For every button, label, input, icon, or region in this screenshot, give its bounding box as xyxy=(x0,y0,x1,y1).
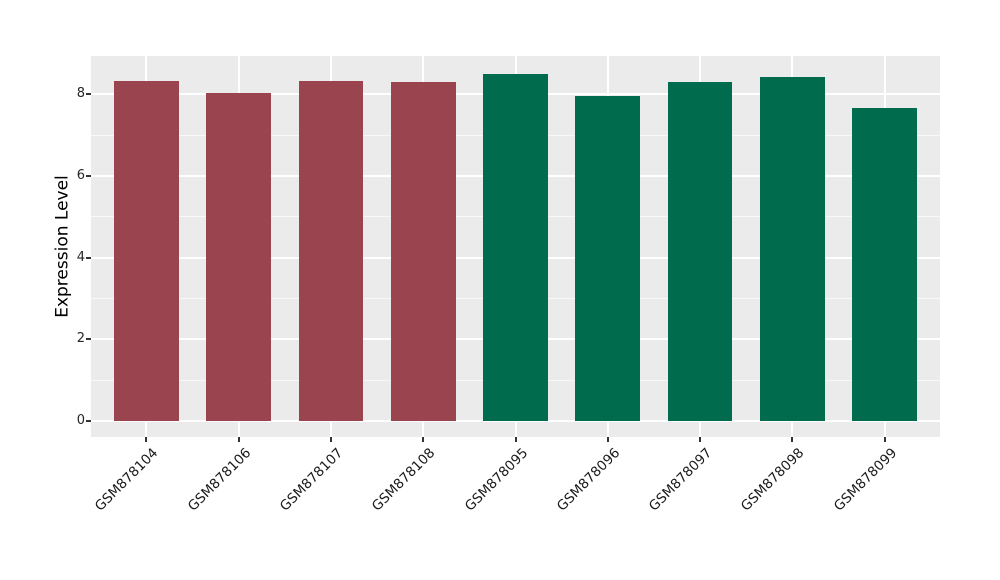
y-tick-mark xyxy=(86,256,91,259)
y-tick-mark xyxy=(86,338,91,341)
plot-panel xyxy=(91,56,940,437)
bar-GSM878104[interactable] xyxy=(114,80,179,421)
y-tick-label: 0 xyxy=(76,413,85,428)
x-tick-mark xyxy=(145,437,148,442)
x-tick-mark xyxy=(883,437,886,442)
y-tick-label: 6 xyxy=(76,167,85,183)
y-tick-label: 2 xyxy=(76,331,85,347)
x-tick-mark xyxy=(791,437,794,442)
bar-GSM878097[interactable] xyxy=(667,81,733,421)
x-tick-mark xyxy=(329,437,332,442)
y-tick-mark xyxy=(86,174,91,177)
y-tick-label: 8 xyxy=(76,86,85,102)
bar-GSM878098[interactable] xyxy=(760,76,825,421)
y-axis-title: Expression Level xyxy=(52,175,73,318)
x-tick-label-GSM878099: GSM878099 xyxy=(830,445,900,515)
bar-GSM878099[interactable] xyxy=(852,108,917,421)
bar-GSM878095[interactable] xyxy=(483,73,548,421)
bar-GSM878096[interactable] xyxy=(575,95,641,421)
x-tick-mark xyxy=(514,437,517,442)
x-tick-mark xyxy=(237,437,240,442)
y-tick-label: 4 xyxy=(76,249,85,265)
bar-GSM878107[interactable] xyxy=(298,80,364,421)
bar-GSM878106[interactable] xyxy=(206,93,271,421)
y-tick-mark xyxy=(86,420,91,422)
x-tick-mark xyxy=(699,437,702,442)
x-tick-mark xyxy=(606,437,609,442)
bar-GSM878108[interactable] xyxy=(390,81,456,421)
y-tick-mark xyxy=(86,93,91,96)
x-tick-mark xyxy=(422,437,425,442)
